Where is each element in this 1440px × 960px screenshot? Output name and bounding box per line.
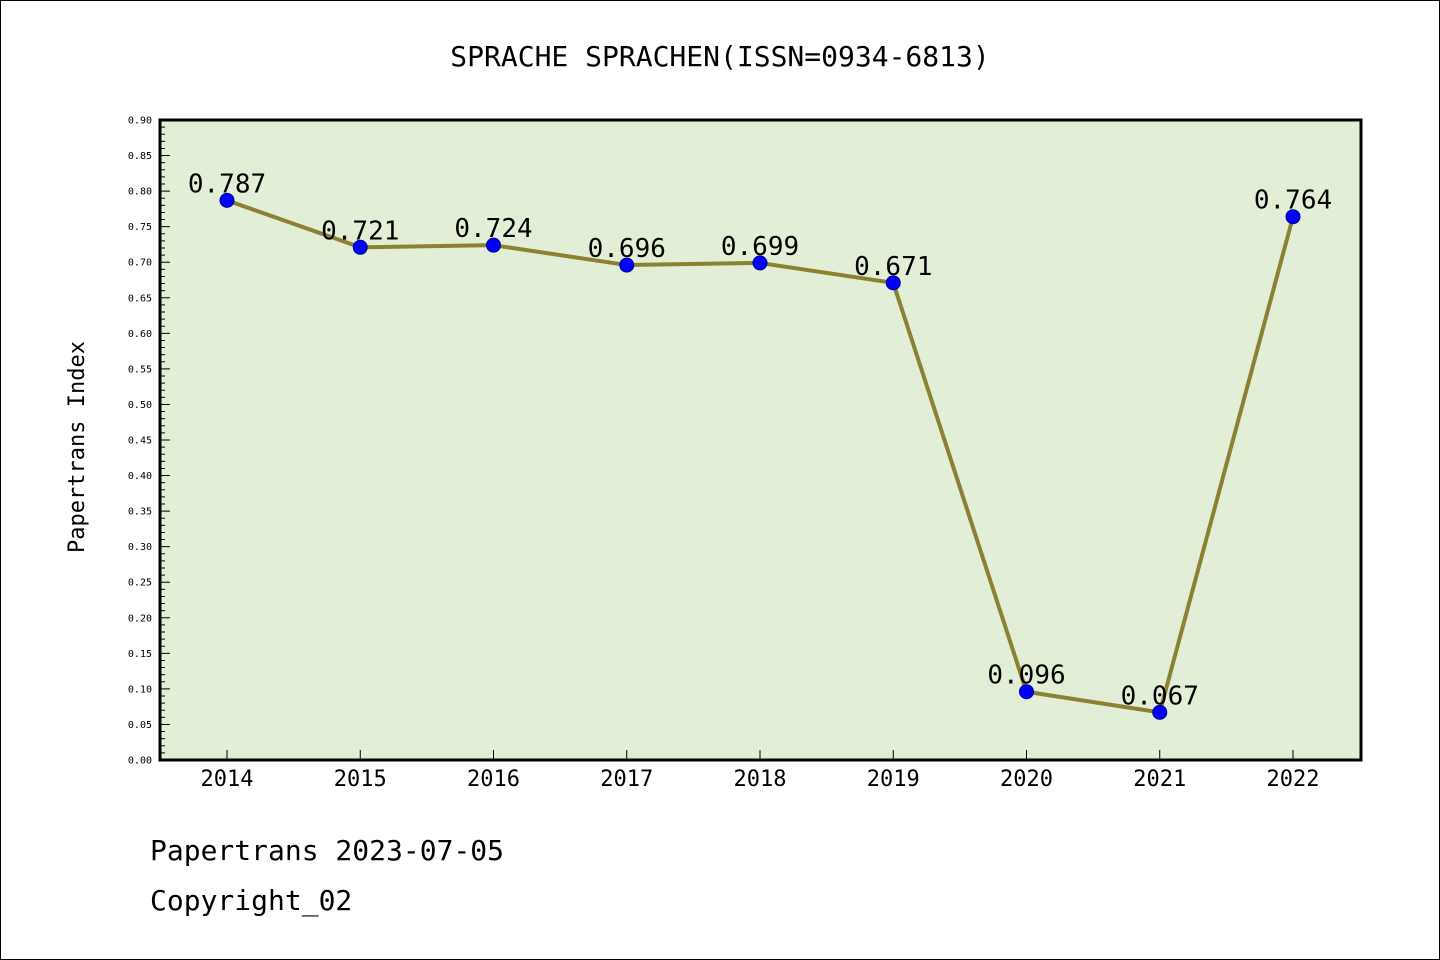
series-line-group: 0.787 0.721 0.724 0.696 0.699 0.671 0.096 0.067…	[188, 169, 1332, 720]
data-point-marker	[619, 257, 635, 273]
data-point-marker	[352, 239, 368, 255]
data-label: 0.721	[321, 216, 399, 246]
y-tick-label: 0.05	[128, 720, 152, 731]
x-tick-label: 2021	[1133, 767, 1186, 792]
y-tick-label: 0.30	[128, 542, 152, 553]
y-tick-label: 0.45	[128, 436, 152, 447]
x-tick-label: 2018	[734, 767, 787, 792]
y-tick-label: 0.40	[128, 471, 152, 482]
x-tick-label: 2015	[334, 767, 387, 792]
data-label: 0.067	[1121, 681, 1199, 711]
x-tick-label: 2017	[600, 767, 653, 792]
y-tick-label: 0.90	[128, 116, 152, 127]
data-label: 0.671	[854, 252, 932, 282]
y-tick-label: 0.65	[128, 293, 152, 304]
data-point-marker	[1285, 209, 1301, 225]
y-tick-label: 0.25	[128, 578, 152, 589]
y-tick-label: 0.85	[128, 151, 152, 162]
y-axis-label: Papertrans Index	[65, 341, 90, 553]
y-tick-label: 0.50	[128, 400, 152, 411]
y-tick-label: 0.55	[128, 364, 152, 375]
x-tick-label: 2020	[1000, 767, 1053, 792]
data-point-marker	[486, 237, 501, 253]
data-point-marker	[219, 192, 235, 208]
data-point-marker	[1019, 684, 1034, 700]
y-tick-label: 0.70	[128, 258, 152, 269]
x-tick-label: 2019	[867, 767, 920, 792]
data-point-marker	[752, 255, 768, 271]
footer-copyright: Copyright_02	[150, 884, 353, 917]
data-label: 0.696	[588, 234, 666, 264]
data-label: 0.764	[1254, 186, 1332, 216]
y-tick-label: 0.00	[128, 756, 152, 767]
x-tick-label: 2014	[201, 767, 254, 792]
data-label: 0.699	[721, 232, 799, 262]
footer-date: Papertrans 2023-07-05	[150, 834, 505, 867]
x-tick-label: 2022	[1267, 767, 1320, 792]
data-point-marker	[1152, 704, 1168, 720]
chart-title: SPRACHE SPRACHEN(ISSN=0934-6813)	[450, 40, 989, 73]
y-tick-label: 0.35	[128, 507, 152, 518]
y-tick-label: 0.60	[128, 329, 152, 340]
y-tick-label: 0.75	[128, 222, 152, 233]
data-point-marker	[885, 275, 901, 291]
plot-area	[158, 118, 1363, 762]
y-tick-label: 0.10	[128, 684, 152, 695]
x-tick-label: 2016	[467, 767, 520, 792]
y-axis: 0.00 0.05 0.10 0.15 0.20 0.25 0.30 0.35 0.40 0.45…	[128, 116, 170, 767]
y-tick-label: 0.80	[128, 187, 152, 198]
y-tick-label: 0.15	[128, 649, 152, 660]
x-axis: 2014 2015 2016 2017 2018 2019 2020 2021 2022	[201, 750, 1320, 792]
data-label: 0.787	[188, 169, 266, 199]
data-label: 0.096	[987, 661, 1065, 691]
data-label: 0.724	[454, 214, 532, 244]
y-tick-label: 0.20	[128, 613, 152, 624]
